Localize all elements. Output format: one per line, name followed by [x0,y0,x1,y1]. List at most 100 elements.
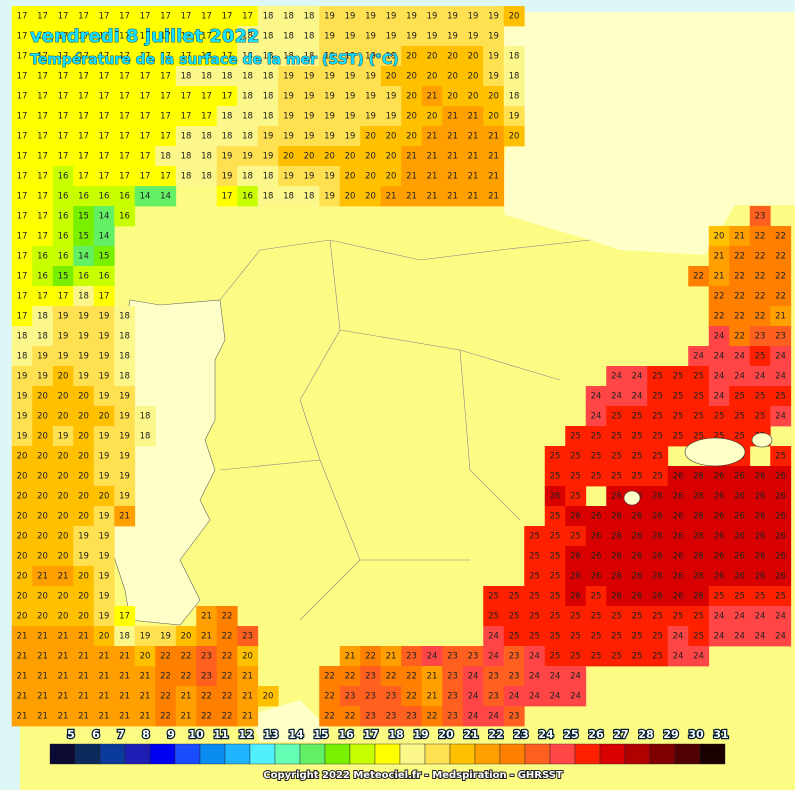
sst-cell [585,406,607,427]
sst-value: 24 [550,672,561,682]
sst-cell [544,626,566,647]
sst-cell [483,106,505,127]
sst-value: 22 [714,292,725,302]
sst-cell [196,6,218,27]
color-swatch [99,743,126,765]
sst-value: 23 [488,672,499,682]
sst-value: 20 [78,392,89,402]
sst-value: 20 [468,52,479,62]
sst-cell [647,526,669,547]
sst-cell [32,46,54,67]
sst-value: 17 [58,32,69,42]
sst-value: 21 [58,712,69,722]
sst-value: 17 [58,72,69,82]
sst-value: 16 [58,192,69,202]
sst-cell [32,286,54,307]
sst-cell [544,446,566,467]
sst-cell [565,486,587,507]
sst-cell [442,26,464,47]
sst-value: 17 [58,52,69,62]
sst-cell [749,226,771,247]
sst-value: 19 [99,472,110,482]
sst-cell [483,46,505,67]
sst-cell [380,646,402,667]
sst-value: 22 [222,672,233,682]
color-swatch [474,743,501,765]
sst-value: 25 [755,392,766,402]
sst-cell [52,606,74,627]
sst-cell [626,566,648,587]
sst-cell [729,506,751,527]
sst-value: 22 [222,632,233,642]
sst-value: 21 [427,192,438,202]
sst-value: 26 [775,492,786,502]
sst-value: 23 [365,672,376,682]
sst-value: 23 [201,672,212,682]
sst-value: 19 [78,372,89,382]
sst-cell [73,246,95,267]
sst-cell [688,546,710,567]
sst-value: 18 [140,432,151,442]
sst-cell [688,586,710,607]
sst-cell [32,366,54,387]
sst-value: 17 [140,152,151,162]
sst-cell [688,626,710,647]
sst-cell [11,186,33,207]
sst-value: 24 [714,332,725,342]
island-ibiza [623,490,641,506]
sst-value: 26 [591,552,602,562]
sst-value: 24 [714,392,725,402]
sst-value: 19 [37,352,48,362]
sst-value: 15 [58,272,69,282]
sst-cell [647,646,669,667]
sst-cell [52,486,74,507]
sst-cell [32,66,54,87]
sst-value: 26 [591,572,602,582]
sst-value: 16 [78,192,89,202]
sst-cell [729,286,751,307]
sst-value: 18 [263,112,274,122]
sst-cell [73,366,95,387]
sst-cell [462,6,484,27]
sst-value: 21 [78,712,89,722]
sst-cell [298,86,320,107]
sst-value: 18 [242,132,253,142]
sst-value: 26 [755,472,766,482]
sst-value: 19 [345,52,356,62]
sst-cell [708,246,730,267]
sst-value: 17 [17,12,28,22]
sst-value: 17 [140,112,151,122]
sst-value: 18 [78,292,89,302]
sst-value: 26 [611,492,622,502]
sst-value: 20 [447,52,458,62]
sst-cell [729,266,751,287]
sst-value: 25 [570,632,581,642]
sst-value: 21 [78,632,89,642]
sst-value: 19 [365,52,376,62]
sst-cell [32,6,54,27]
sst-cell [544,506,566,527]
sst-cell [462,706,484,727]
sst-value: 23 [406,652,417,662]
sst-cell [93,46,115,67]
colorbar-label: 13 [263,728,278,741]
sst-value: 26 [652,572,663,582]
sst-cell [32,586,54,607]
sst-cell [483,146,505,167]
sst-cell [11,266,33,287]
sst-cell [93,486,115,507]
sst-value: 25 [591,612,602,622]
sst-value: 22 [427,712,438,722]
sst-value: 22 [755,292,766,302]
sst-cell [73,6,95,27]
sst-value: 16 [58,212,69,222]
sst-cell [503,586,525,607]
sst-cell [237,66,259,87]
sst-value: 19 [345,12,356,22]
sst-value: 17 [119,32,130,42]
sst-cell [114,426,136,447]
colorbar-label: 9 [167,728,175,741]
sst-value: 20 [509,132,520,142]
sst-cell [565,446,587,467]
